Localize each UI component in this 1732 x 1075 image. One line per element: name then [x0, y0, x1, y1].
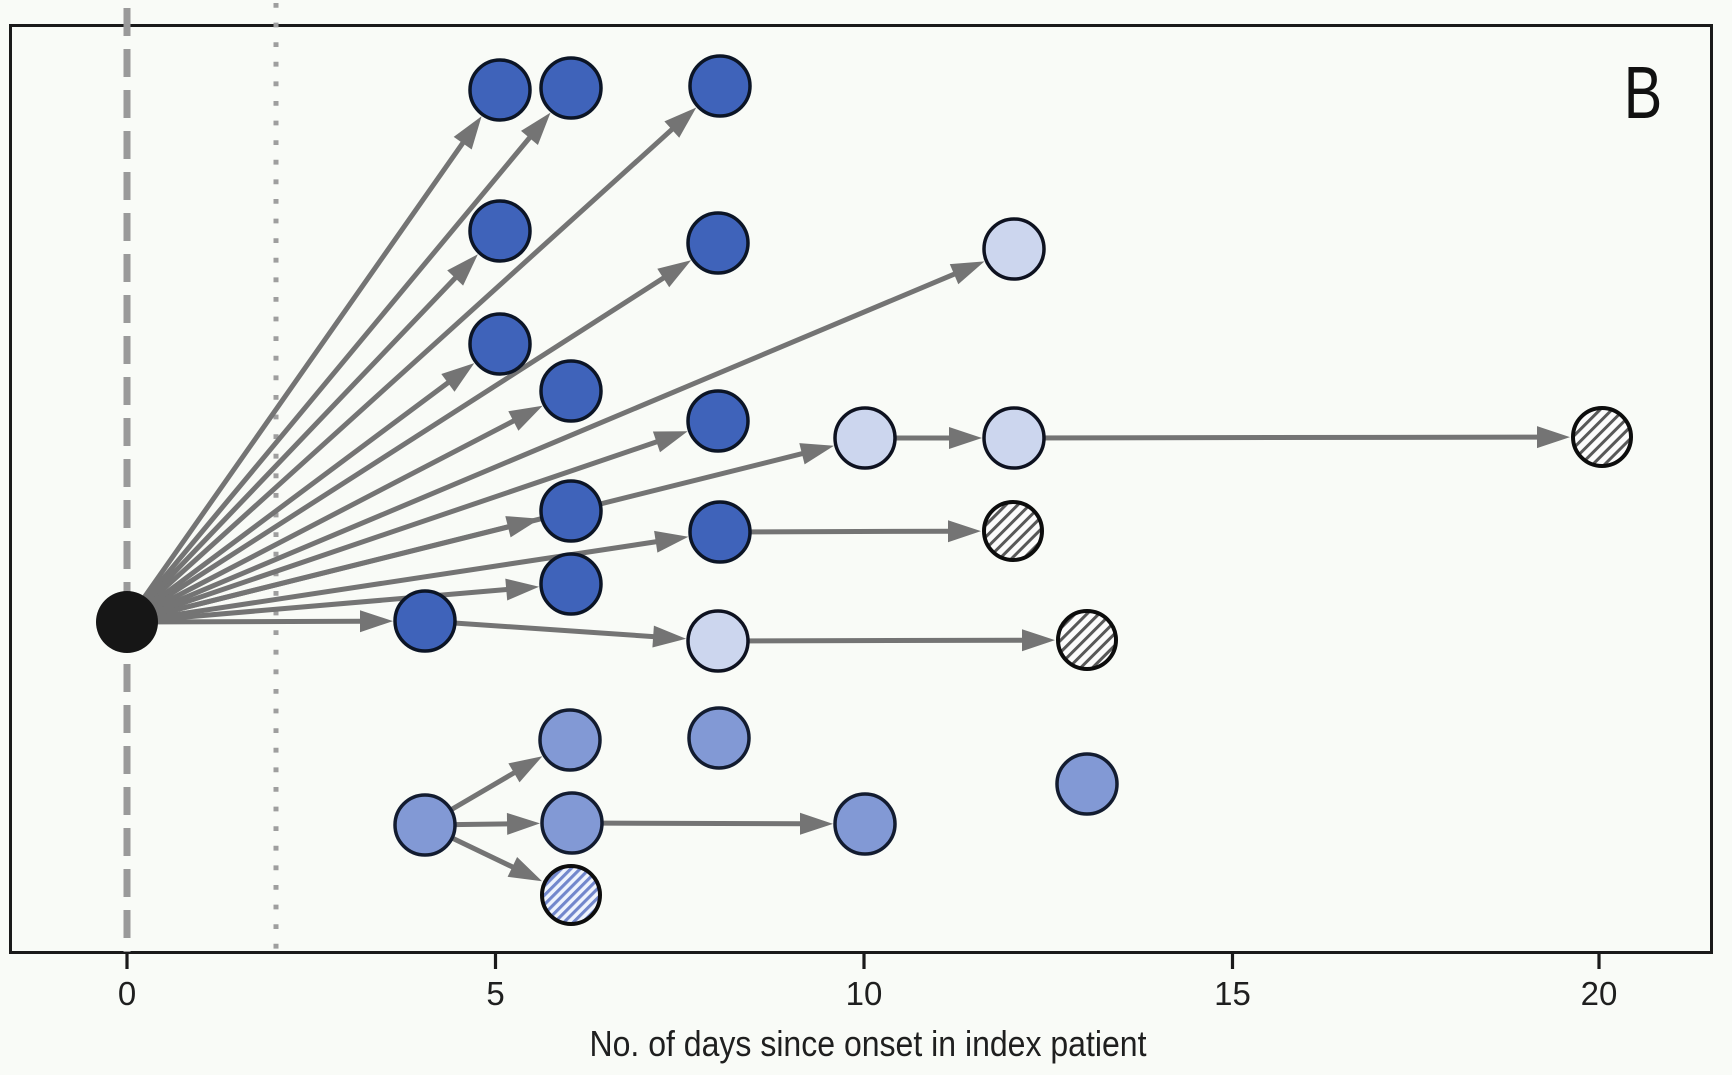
svg-text:No. of days since onset in ind: No. of days since onset in index patient [590, 1023, 1147, 1064]
svg-text:10: 10 [846, 975, 883, 1012]
svg-text:5: 5 [486, 975, 504, 1012]
svg-text:20: 20 [1581, 975, 1618, 1012]
svg-text:0: 0 [118, 975, 136, 1012]
svg-text:15: 15 [1214, 975, 1251, 1012]
svg-text:B: B [1624, 52, 1663, 135]
